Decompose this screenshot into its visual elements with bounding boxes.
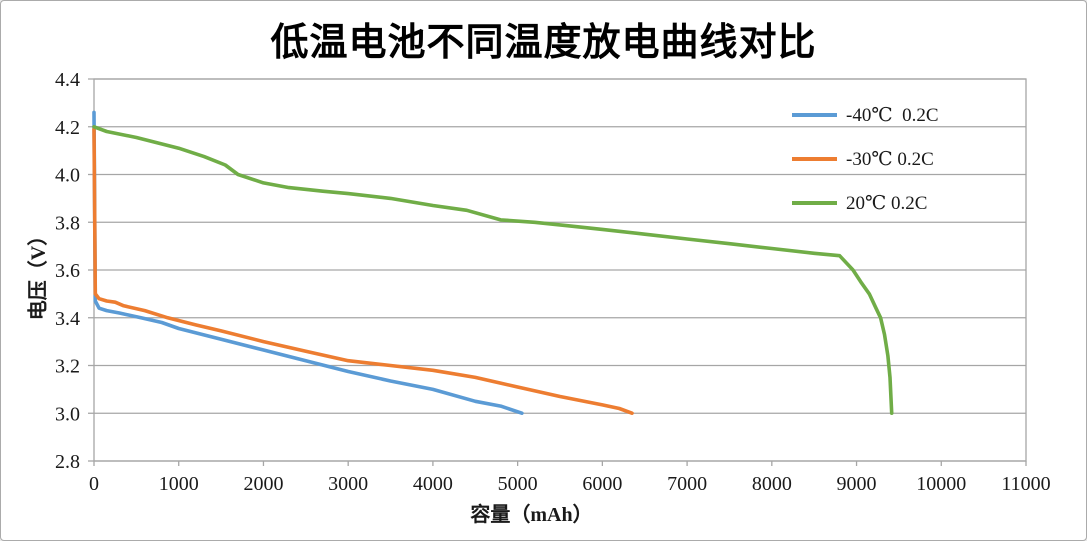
legend-line-swatch: [792, 157, 837, 161]
axis-ticks: [88, 78, 1027, 466]
series-line-1: [92, 127, 634, 416]
legend-item-label: -30℃ 0.2C: [846, 148, 934, 170]
legend-item: -40℃ 0.2C: [792, 104, 939, 126]
y-tick-label: 4.2: [55, 117, 80, 139]
chart-title: 低温电池不同温度放电曲线对比: [270, 22, 817, 64]
y-tick-label: 4.4: [55, 69, 80, 91]
legend-item: -30℃ 0.2C: [792, 148, 939, 170]
tick-labels: 2.8 3.0 3.2 3.4 3.6 3.8 4.0 4.2 4.4 0 1000 2000 3000…: [55, 69, 1051, 495]
x-tick-label: 6000: [582, 473, 622, 495]
x-tick-label: 7000: [667, 473, 707, 495]
y-axis-title: 电压（V）: [27, 225, 50, 321]
y-tick-label: 3.8: [55, 212, 80, 234]
x-tick-label: 8000: [752, 473, 792, 495]
series-lines: [92, 110, 894, 416]
x-tick-label: 1000: [159, 473, 199, 495]
legend-line-swatch: [792, 113, 837, 117]
y-tick-label: 3.0: [55, 403, 80, 425]
series-line-0: [92, 110, 524, 416]
legend-item-label: -40℃ 0.2C: [846, 104, 939, 126]
x-tick-label: 4000: [413, 473, 453, 495]
x-tick-label: 10000: [916, 473, 966, 495]
x-tick-label: 11000: [1001, 473, 1050, 495]
legend-item-label: 20℃ 0.2C: [846, 192, 928, 214]
legend-line-swatch: [792, 201, 837, 205]
legend: -40℃ 0.2C -30℃ 0.2C 20℃ 0.2C: [792, 104, 939, 214]
y-tick-label: 2.8: [55, 451, 80, 473]
x-tick-label: 9000: [837, 473, 877, 495]
x-axis-title: 容量（mAh）: [470, 504, 593, 526]
y-tick-label: 3.2: [55, 356, 80, 378]
legend-item: 20℃ 0.2C: [792, 192, 939, 214]
x-tick-label: 3000: [328, 473, 368, 495]
y-tick-label: 3.4: [55, 308, 80, 330]
y-tick-label: 4.0: [55, 165, 80, 187]
x-tick-label: 5000: [498, 473, 538, 495]
x-tick-label: 0: [89, 473, 99, 495]
x-tick-label: 2000: [243, 473, 283, 495]
series-line-2: [92, 125, 894, 416]
y-tick-label: 3.6: [55, 260, 80, 282]
